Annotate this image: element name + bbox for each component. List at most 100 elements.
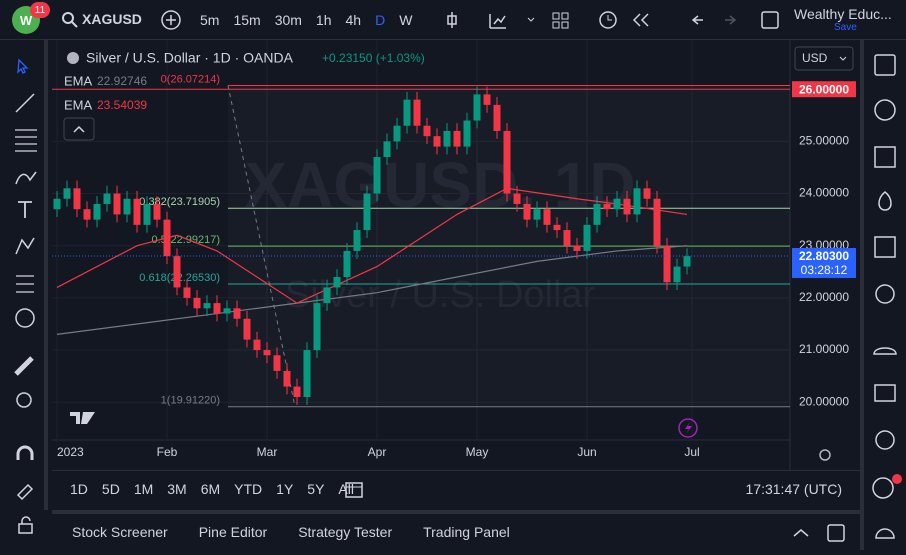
candle xyxy=(413,91,421,134)
ideas-icon[interactable] xyxy=(875,284,895,304)
emoji-tool[interactable] xyxy=(15,308,35,328)
chat-icon[interactable] xyxy=(874,384,896,402)
panel-controls xyxy=(793,524,845,542)
currency-select[interactable] xyxy=(794,46,854,71)
interval-button[interactable]: 5m xyxy=(200,12,220,28)
candle xyxy=(403,91,411,134)
interval-button[interactable]: 15m xyxy=(233,12,261,28)
ranges: 1D 5D 1M 3M 6M YTD 1Y 5Y All xyxy=(70,471,354,507)
candle-body xyxy=(243,318,251,340)
save-label[interactable]: Save xyxy=(834,22,857,33)
account-name[interactable]: Wealthy Educ... xyxy=(794,6,892,22)
collapse-icon xyxy=(73,125,85,133)
x-tick-label: 2023 xyxy=(57,445,84,459)
symbol[interactable]: XAGUSD xyxy=(82,11,142,27)
range-button[interactable]: 5D xyxy=(101,481,120,497)
candle xyxy=(183,279,191,306)
interval-button[interactable]: W xyxy=(399,12,413,28)
range-button[interactable]: 1D xyxy=(70,481,88,497)
add-symbol[interactable] xyxy=(160,9,182,31)
range-button[interactable]: YTD xyxy=(234,481,263,497)
interval-button[interactable]: 4h xyxy=(345,12,362,28)
candle-body xyxy=(293,386,301,398)
interval-button[interactable]: 30m xyxy=(274,12,302,28)
fib-label: 0.5(22.99217) xyxy=(152,234,221,246)
candle-body xyxy=(463,120,471,147)
range-button[interactable]: 5Y xyxy=(307,481,325,497)
candle xyxy=(653,190,661,254)
search-icon[interactable] xyxy=(62,12,78,28)
price-tag-label: 26.00000 xyxy=(799,82,849,96)
candle-body xyxy=(273,355,281,371)
candle xyxy=(323,279,331,311)
candle-body xyxy=(63,188,71,199)
clock[interactable]: 17:31:47 (UTC) xyxy=(745,481,842,497)
indicator-name: EMA xyxy=(64,97,93,112)
candle-body xyxy=(213,303,221,314)
candle xyxy=(483,86,491,113)
tab[interactable]: Trading Panel xyxy=(423,524,510,540)
range-button[interactable]: 1M xyxy=(133,481,154,497)
candle xyxy=(613,190,621,218)
candle xyxy=(343,243,351,285)
candle-body xyxy=(233,308,241,319)
cursor-tool[interactable] xyxy=(17,58,29,74)
candle-body xyxy=(663,245,671,283)
fib-tool[interactable] xyxy=(15,129,37,152)
candle xyxy=(383,133,391,165)
live-icon[interactable] xyxy=(872,477,894,499)
magnet-tool[interactable] xyxy=(16,445,34,460)
candle-body xyxy=(633,188,641,215)
candle-body xyxy=(433,136,441,147)
range-button[interactable]: 6M xyxy=(200,481,221,497)
watchlist-icon[interactable] xyxy=(874,54,896,76)
text-tool[interactable] xyxy=(18,201,32,218)
candle xyxy=(63,180,71,207)
candle-body xyxy=(263,350,271,356)
interval-button[interactable]: 1h xyxy=(315,12,332,28)
ruler-tool[interactable] xyxy=(14,356,34,376)
alerts-icon[interactable] xyxy=(874,99,896,121)
candle-body xyxy=(173,256,181,288)
x-tick-label: Feb xyxy=(157,445,178,459)
events-icon[interactable] xyxy=(874,236,896,258)
candle-body xyxy=(503,130,511,194)
legend-title: Silver / U.S. Dollar · 1D · OANDA xyxy=(86,50,294,66)
tab[interactable]: Strategy Tester xyxy=(298,524,393,540)
help-icon[interactable] xyxy=(875,430,895,450)
settings-icon[interactable] xyxy=(819,449,831,461)
y-tick-label: 25.00000 xyxy=(799,134,849,148)
line-tool[interactable] xyxy=(15,93,35,113)
lock-tool[interactable] xyxy=(16,515,36,535)
tab[interactable]: Stock Screener xyxy=(72,524,168,540)
zoom-tool[interactable] xyxy=(16,392,32,408)
candle xyxy=(83,201,91,228)
notifications-icon[interactable] xyxy=(875,528,895,539)
candle xyxy=(473,86,481,129)
x-tick-label: Jun xyxy=(577,445,596,459)
candle xyxy=(543,201,551,233)
layout-icon[interactable] xyxy=(760,10,780,30)
streams-icon[interactable] xyxy=(873,347,897,355)
candle-body xyxy=(93,203,101,220)
candle xyxy=(293,378,301,405)
event-icon[interactable] xyxy=(678,418,698,438)
stay-drawing-tool[interactable] xyxy=(16,483,34,501)
pattern-tool[interactable] xyxy=(15,237,35,255)
brush-tool[interactable] xyxy=(15,171,37,185)
candle xyxy=(113,185,121,223)
tv-logo xyxy=(70,412,95,424)
bar-countdown: 03:28:12 xyxy=(801,263,848,277)
interval-button[interactable]: D xyxy=(375,12,386,28)
x-tick-label: May xyxy=(466,445,489,459)
range-button[interactable]: 1Y xyxy=(276,481,294,497)
candle-body xyxy=(383,141,391,158)
calendar-icon[interactable] xyxy=(874,146,896,168)
goto-date[interactable] xyxy=(344,479,364,499)
hotlist-icon[interactable] xyxy=(878,191,892,211)
tab[interactable]: Pine Editor xyxy=(198,524,268,540)
collapse-legend[interactable] xyxy=(63,117,95,141)
prediction-tool[interactable] xyxy=(16,275,34,293)
range-button[interactable]: 3M xyxy=(167,481,187,497)
candle xyxy=(243,310,251,348)
